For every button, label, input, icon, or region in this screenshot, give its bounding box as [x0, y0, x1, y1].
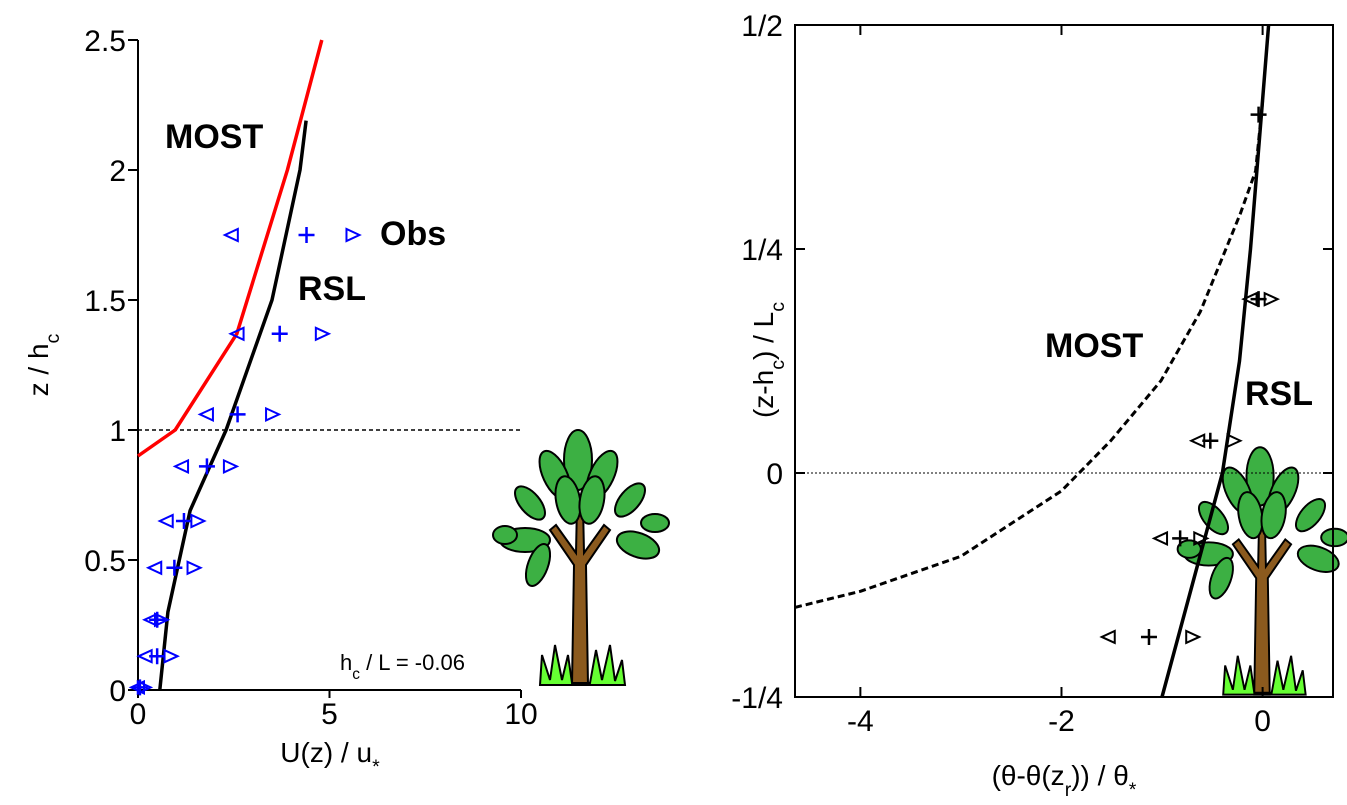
obs-plus	[272, 326, 288, 342]
label-part: *	[372, 756, 380, 778]
obs-lower	[200, 408, 213, 420]
obs-upper	[346, 229, 359, 241]
obs-upper	[316, 328, 329, 340]
x-axis-label: U(z) / u*	[280, 737, 380, 778]
parameter-note: hc / L = -0.06	[340, 650, 465, 683]
label-part: c	[767, 360, 789, 370]
curve-most	[138, 40, 322, 456]
y-tick-label: 1/4	[741, 234, 783, 267]
y-axis-label: (z-hc) / Lc	[748, 302, 789, 418]
label-part: c	[42, 333, 64, 343]
obs-upper	[266, 408, 279, 420]
obs-plus	[1141, 629, 1157, 645]
x-axis-label: (θ-θ(zr)) / θ*	[992, 760, 1137, 801]
label-part: (θ-θ(z	[992, 760, 1065, 791]
obs-lower	[175, 460, 188, 472]
page: {"chart_data": [ {"type": "line", "xlabe…	[0, 0, 1347, 805]
label-part: ) / L	[748, 312, 779, 360]
label-part: (z-h	[748, 370, 779, 418]
x-tick-label: 0	[1254, 705, 1271, 738]
tree-icon	[493, 430, 669, 685]
obs-upper	[224, 460, 237, 472]
y-axis-label: z / hc	[23, 333, 64, 396]
label-part: c	[767, 302, 789, 312]
y-tick-label: -1/4	[731, 682, 783, 715]
label-part: h	[340, 650, 352, 675]
obs-lower	[1102, 631, 1115, 643]
y-tick-label: 2	[109, 155, 126, 188]
y-tick-label: 1	[109, 415, 126, 448]
y-tick-label: 0	[766, 458, 783, 491]
x-tick-label: 0	[130, 698, 147, 731]
obs-upper	[1265, 293, 1278, 305]
label-part: )) / θ	[1071, 760, 1129, 791]
obs-upper	[188, 562, 201, 574]
series-annotation: MOST	[1045, 327, 1143, 365]
x-tick-label: 10	[504, 698, 537, 731]
series-annotation: RSL	[298, 270, 366, 308]
x-tick-label: -2	[1048, 705, 1075, 738]
obs-lower	[225, 229, 238, 241]
series-annotation: Obs	[380, 215, 446, 253]
obs-upper	[165, 650, 178, 662]
obs-plus	[299, 227, 315, 243]
x-tick-label: 5	[321, 698, 338, 731]
y-tick-label: 0	[109, 675, 126, 708]
y-tick-label: 1.5	[84, 285, 126, 318]
obs-lower	[160, 515, 173, 527]
y-tick-label: 2.5	[84, 25, 126, 58]
series-annotation: MOST	[165, 118, 263, 156]
tree-icon	[1178, 447, 1347, 694]
curve-rsl	[160, 121, 306, 690]
obs-upper	[1227, 435, 1240, 447]
label-part: / L = -0.06	[360, 650, 465, 675]
label-part: z / h	[23, 343, 54, 396]
obs-lower	[1154, 532, 1167, 544]
curve-most	[795, 101, 1263, 607]
obs-lower	[148, 562, 161, 574]
y-tick-label: 0.5	[84, 545, 126, 578]
obs-upper	[191, 515, 204, 527]
obs-upper	[1186, 631, 1199, 643]
x-tick-label: -4	[847, 705, 874, 738]
series-annotation: RSL	[1245, 375, 1313, 413]
label-part: *	[1129, 779, 1137, 801]
y-tick-label: 1/2	[741, 10, 783, 43]
obs-plus	[1251, 107, 1267, 123]
label-part: U(z) / u	[280, 737, 372, 768]
obs-lower	[1191, 435, 1204, 447]
figure: 00.511.522.50510MOSTRSLObshc / L = -0.06…	[0, 0, 1347, 805]
